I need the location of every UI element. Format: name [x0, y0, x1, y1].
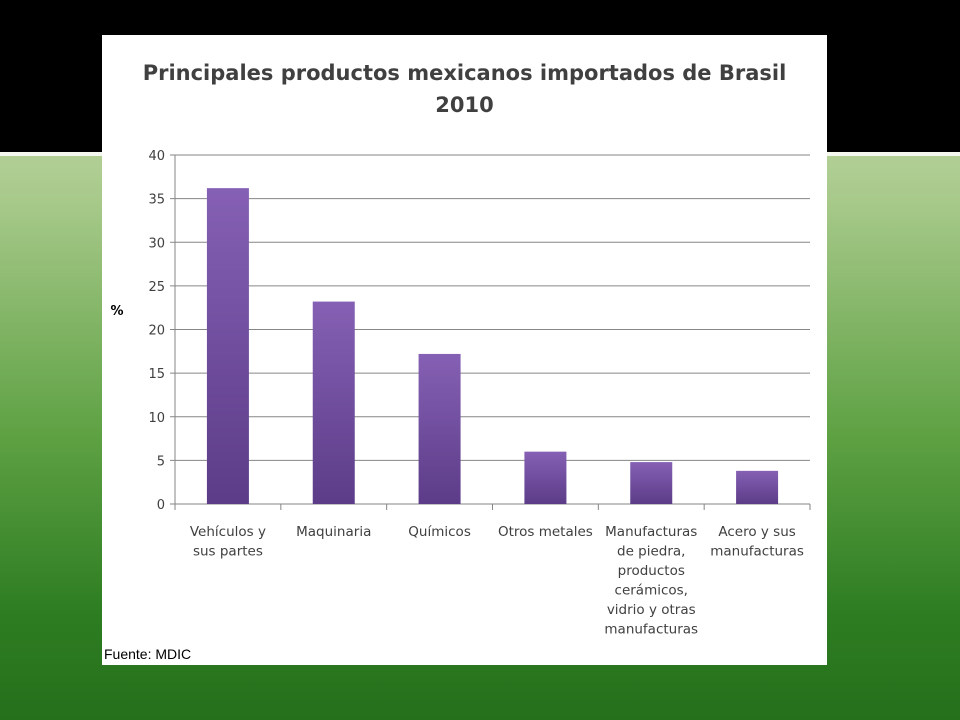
- chart-title: Principales productos mexicanos importad…: [102, 57, 827, 121]
- bar-2: [418, 353, 461, 504]
- y-axis-ticks: 0 5 10 15 20 25 30 35 40: [148, 149, 175, 513]
- bar-1: [312, 301, 355, 504]
- chart-card: 0 5 10 15 20 25 30 35 40 Vehículos y sus partes Ma…: [102, 35, 827, 665]
- y-tick-label: 40: [148, 149, 165, 164]
- bar-5: [736, 470, 779, 504]
- x-category-label: Acero y sus manufacturas: [710, 524, 804, 560]
- bar-chart: 0 5 10 15 20 25 30 35 40 Vehículos y sus partes Ma…: [110, 149, 811, 638]
- y-tick-label: 0: [157, 498, 165, 513]
- x-category-label: Manufacturas de piedra, productos cerámicos…: [604, 524, 698, 638]
- bar-3: [524, 451, 567, 504]
- source-note: Fuente: MDIC: [104, 646, 192, 662]
- y-tick-label: 25: [148, 280, 165, 295]
- x-category-label: Químicos: [408, 524, 471, 540]
- x-category-label: Maquinaria: [296, 524, 371, 540]
- bars: [206, 188, 779, 504]
- chart-title-year: 2010: [435, 93, 494, 117]
- y-axis-label: %: [110, 304, 123, 319]
- x-category-label: Vehículos y sus partes: [190, 524, 266, 560]
- y-tick-label: 30: [148, 236, 165, 251]
- y-tick-label: 15: [148, 367, 165, 382]
- chart-title-main: Principales productos mexicanos importad…: [142, 61, 787, 85]
- gridlines: [174, 154, 810, 505]
- y-tick-label: 20: [148, 324, 165, 339]
- y-tick-label: 35: [148, 193, 165, 208]
- bar-0: [206, 188, 249, 504]
- y-tick-label: 10: [148, 411, 165, 426]
- y-tick-label: 5: [157, 454, 165, 469]
- bar-4: [630, 462, 673, 504]
- x-category-label: Otros metales: [498, 524, 593, 540]
- x-axis-ticks: Vehículos y sus partes Maquinaria Químicos O…: [174, 504, 811, 638]
